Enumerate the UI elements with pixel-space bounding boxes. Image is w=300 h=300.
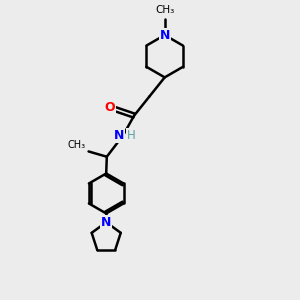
Text: H: H (127, 129, 136, 142)
Text: O: O (104, 101, 115, 114)
Text: CH₃: CH₃ (155, 5, 174, 15)
Text: N: N (101, 216, 111, 229)
Text: N: N (114, 129, 124, 142)
Text: N: N (160, 28, 170, 41)
Text: CH₃: CH₃ (68, 140, 85, 150)
